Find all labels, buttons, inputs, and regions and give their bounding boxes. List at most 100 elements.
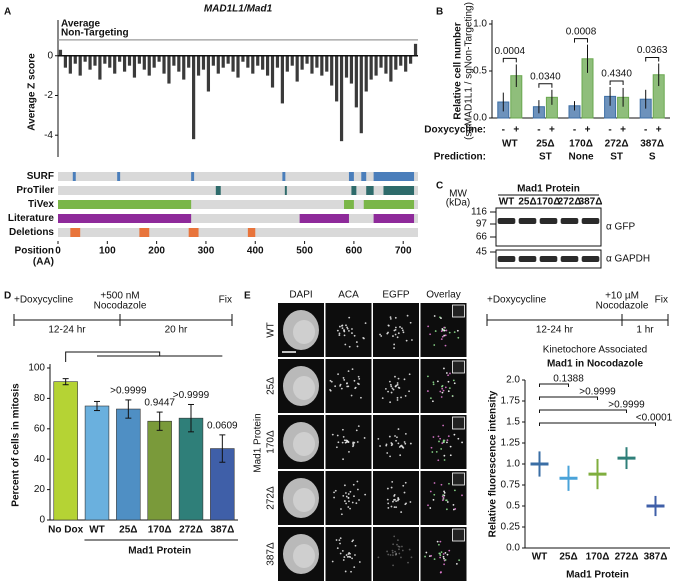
bar (265, 55, 270, 76)
kinetochore-spot (391, 480, 394, 483)
dox-sign: + (513, 125, 519, 136)
kinetochore-spot (447, 380, 450, 383)
kinetochore-spot (439, 554, 442, 557)
bar (231, 55, 235, 72)
kinetochore-spot (443, 334, 446, 337)
kinetochore-spot (431, 400, 434, 403)
inset (452, 416, 465, 430)
blot-header: Mad1 Protein (517, 184, 580, 195)
kinetochore-spot (346, 555, 349, 558)
bar (295, 55, 299, 82)
p-value: 0.9447 (144, 398, 175, 409)
kinetochore-spot (358, 499, 360, 501)
y-tick-label: 0 (39, 515, 45, 526)
dox-sign: - (644, 125, 647, 136)
kinetochore-spot (388, 380, 391, 383)
bar (369, 55, 373, 80)
mw-value: 45 (476, 247, 488, 258)
kinetochore-spot (337, 441, 340, 444)
bar (305, 55, 309, 64)
p-value: <0.0001 (636, 413, 673, 424)
kinetochore-spot (360, 396, 362, 399)
kinetochore-spot (389, 455, 391, 458)
band (518, 218, 537, 224)
kinetochore-spot (408, 390, 410, 393)
bar (201, 55, 206, 70)
kinetochore-spot (440, 330, 443, 333)
kinetochore-spot (393, 506, 396, 509)
kinetochore-spot (396, 382, 399, 384)
kinetochore-spot (430, 446, 433, 449)
dox-sign: + (620, 125, 626, 136)
kinetochore-spot (343, 379, 346, 381)
kinetochore-spot (440, 551, 443, 554)
kinetochore-spot (439, 437, 442, 440)
kinetochore-spot (392, 554, 394, 557)
kinetochore-spot (356, 441, 359, 443)
kinetochore-spot (356, 480, 359, 483)
kinetochore-spot (386, 452, 389, 454)
p-value: 0.0004 (495, 46, 526, 57)
kinetochore-spot (410, 556, 413, 559)
kinetochore-spot (395, 506, 398, 509)
kinetochore-spot (390, 486, 393, 489)
band (581, 218, 600, 224)
kinetochore-spot (363, 437, 366, 439)
kinetochore-spot (341, 428, 344, 431)
kinetochore-spot (448, 331, 451, 334)
track-segment (366, 186, 374, 195)
kinetochore-spot (397, 442, 400, 445)
y-axis-label: Relative cell number (453, 22, 464, 119)
kinetochore-spot (391, 551, 394, 554)
kinetochore-spot (340, 387, 343, 390)
track-segment (58, 200, 192, 209)
kinetochore-spot (403, 441, 406, 443)
kinetochore-spot (351, 557, 353, 560)
dox-sign: + (585, 125, 591, 136)
kinetochore-spot (396, 436, 398, 439)
p-value: >0.9999 (608, 400, 645, 411)
p-value: >0.9999 (110, 386, 147, 397)
kinetochore-spot (439, 571, 442, 574)
kinetochore-spot (440, 483, 443, 486)
kinetochore-spot (446, 441, 448, 444)
kinetochore-spot (443, 329, 446, 332)
kinetochore-spot (349, 507, 351, 510)
kinetochore-spot (392, 388, 395, 391)
p-value: 0.0363 (637, 45, 668, 56)
kinetochore-spot (345, 439, 348, 442)
kinetochore-spot (350, 394, 353, 397)
column-header: EGFP (382, 290, 410, 301)
kinetochore-spot (393, 347, 395, 349)
nucleus-shade (293, 432, 315, 456)
reference-label: Average (61, 19, 101, 30)
kinetochore-spot (401, 329, 404, 332)
blot-frame (495, 249, 602, 269)
bar (103, 55, 107, 64)
kinetochore-spot (442, 424, 445, 427)
bar (226, 55, 230, 64)
bar (187, 55, 191, 68)
kinetochore-spot (438, 440, 440, 443)
kinetochore-spot (391, 549, 394, 552)
kinetochore-spot (433, 558, 436, 561)
bar (132, 55, 137, 78)
kinetochore-spot (448, 549, 451, 552)
dox-sign: - (608, 125, 611, 136)
bar (157, 55, 161, 62)
reference-label: Non-Targeting (61, 28, 129, 39)
kinetochore-spot (385, 444, 388, 447)
x-tick-label: 700 (395, 246, 412, 257)
timeline-start: +Doxycycline (14, 295, 74, 306)
kinetochore-spot (404, 442, 407, 445)
kinetochore-spot (441, 384, 444, 387)
kinetochore-spot (400, 396, 402, 399)
kinetochore-spot (442, 389, 445, 392)
kinetochore-spot (379, 445, 381, 447)
significance-bracket (539, 396, 598, 400)
kinetochore-spot (344, 343, 347, 346)
x-tick-label: WT (532, 552, 548, 563)
kinetochore-spot (353, 566, 356, 569)
y-tick-label: -2 (44, 90, 53, 101)
kinetochore-spot (343, 334, 346, 337)
